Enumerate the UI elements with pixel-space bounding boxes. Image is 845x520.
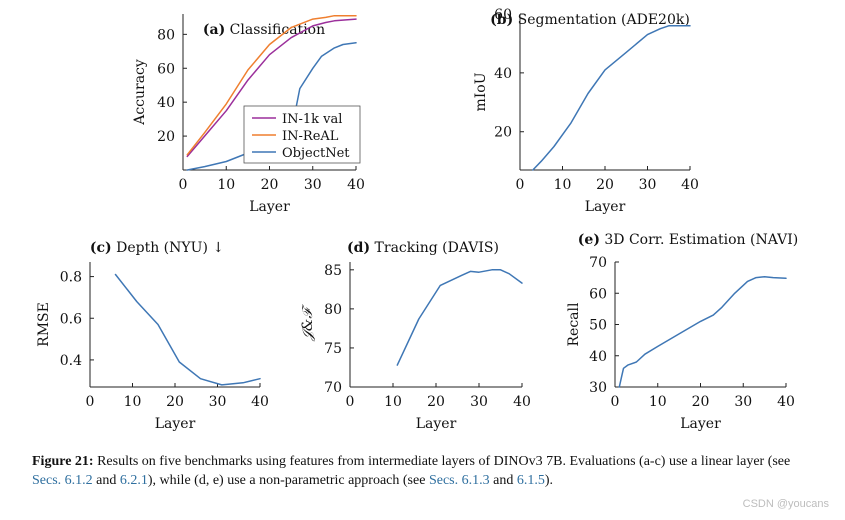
x-tick-label: 30 [304, 177, 322, 193]
y-tick-label: 20 [157, 129, 175, 145]
y-tick-label: 40 [494, 66, 512, 82]
x-axis-label: Layer [585, 199, 626, 215]
x-axis-label: Layer [249, 199, 290, 215]
x-tick-label: 20 [261, 177, 279, 193]
panel-title-text: Depth (NYU) ↓ [112, 240, 224, 256]
panel-title: (e) 3D Corr. Estimation (NAVI) [578, 232, 798, 248]
x-tick-label: 0 [86, 394, 95, 410]
panel-title-text: Segmentation (ADE20k) [513, 12, 690, 28]
x-tick-label: 0 [179, 177, 188, 193]
watermark: CSDN @youcans [742, 498, 829, 510]
panel-title: (b) Segmentation (ADE20k) [490, 12, 690, 28]
caption-ref-link[interactable]: Secs. 6.1.3 [428, 473, 490, 488]
caption-text: and [92, 473, 120, 488]
panel-label: (c) [90, 240, 112, 256]
panel-title-text: Tracking (DAVIS) [370, 240, 499, 256]
panel-title: (c) Depth (NYU) ↓ [90, 240, 224, 256]
panel-label: (e) [578, 232, 600, 248]
y-tick-label: 75 [324, 341, 342, 357]
panel-a-classification: (a) Classification 0 10 20 30 40 20 40 60 80 Layer… [132, 14, 365, 215]
y-axis-label: mIoU [473, 72, 489, 111]
x-tick-label: 20 [692, 394, 710, 410]
y-tick-label: 60 [589, 286, 607, 302]
legend-label: ObjectNet [282, 146, 350, 161]
y-axis-label: 𝒥&ℱ [300, 304, 316, 342]
x-tick-label: 10 [649, 394, 667, 410]
figure-caption: Figure 21: Results on five benchmarks us… [32, 452, 822, 490]
caption-ref-link[interactable]: Secs. 6.1.2 [32, 473, 93, 488]
y-tick-label: 40 [157, 95, 175, 111]
panel-title: (a) Classification [203, 22, 325, 38]
y-tick-label: 70 [589, 255, 607, 271]
x-tick-label: 20 [427, 394, 445, 410]
caption-text: ). [544, 473, 553, 488]
x-tick-label: 0 [611, 394, 620, 410]
series-line [114, 273, 261, 386]
caption-text: ), while (d, e) use a non-parametric app… [147, 473, 429, 488]
figure: (a) Classification 0 10 20 30 40 20 40 60 80 Layer… [36, 7, 798, 432]
panel-title-text: 3D Corr. Estimation (NAVI) [600, 232, 798, 248]
x-tick-label: 40 [681, 177, 699, 193]
x-tick-label: 10 [124, 394, 142, 410]
y-tick-label: 50 [589, 318, 607, 334]
caption-text: Results on five benchmarks using feature… [93, 454, 791, 469]
x-tick-label: 10 [217, 177, 235, 193]
x-tick-label: 10 [384, 394, 402, 410]
x-tick-label: 30 [209, 394, 227, 410]
y-tick-label: 60 [494, 7, 512, 23]
series-line [186, 18, 357, 158]
y-tick-label: 0.4 [60, 353, 82, 369]
legend-label: IN-1k val [282, 112, 342, 127]
panel-b-segmentation: (b) Segmentation (ADE20k) 0 10 20 30 40 20 40 60… [473, 7, 699, 215]
y-tick-label: 60 [157, 61, 175, 77]
x-tick-label: 10 [554, 177, 572, 193]
x-tick-label: 40 [251, 394, 269, 410]
y-tick-label: 70 [324, 380, 342, 396]
y-tick-label: 0.6 [60, 311, 82, 327]
x-tick-label: 20 [596, 177, 614, 193]
caption-text: and [489, 473, 517, 488]
panel-c-depth: (c) Depth (NYU) ↓ 0 10 20 30 40 0.4 0.6 0.8 Layer… [36, 240, 269, 432]
x-tick-label: 30 [639, 177, 657, 193]
series-line [186, 14, 357, 156]
x-axis-label: Layer [155, 416, 196, 432]
x-tick-label: 40 [777, 394, 795, 410]
panel-title: (d) Tracking (DAVIS) [347, 240, 499, 256]
caption-ref-link[interactable]: 6.1.5 [516, 473, 545, 488]
x-axis-label: Layer [680, 416, 721, 432]
legend-label: IN-ReAL [282, 129, 339, 144]
y-tick-label: 80 [324, 302, 342, 318]
x-tick-label: 0 [346, 394, 355, 410]
caption-ref-link[interactable]: 6.2.1 [119, 473, 148, 488]
y-axis-label: Recall [566, 302, 582, 346]
y-tick-label: 80 [157, 27, 175, 43]
x-tick-label: 0 [516, 177, 525, 193]
x-tick-label: 20 [166, 394, 184, 410]
series-line [396, 269, 523, 366]
x-tick-label: 30 [470, 394, 488, 410]
x-tick-label: 30 [734, 394, 752, 410]
y-tick-label: 85 [324, 263, 342, 279]
caption-lead: Figure 21: [32, 454, 94, 469]
panel-label: (a) [203, 22, 225, 38]
series-line [532, 25, 691, 171]
x-tick-label: 40 [513, 394, 531, 410]
panel-d-tracking: (d) Tracking (DAVIS) 0 10 20 30 40 70 75 80 85 Lay… [300, 240, 531, 432]
y-tick-label: 40 [589, 349, 607, 365]
panel-e-3d-correspondence: (e) 3D Corr. Estimation (NAVI) 0 10 20 30 40 3… [566, 232, 798, 432]
y-tick-label: 0.8 [60, 270, 82, 286]
series-line [618, 275, 787, 388]
panel-title-text: Classification [225, 22, 325, 38]
y-axis-label: RMSE [36, 302, 52, 347]
y-tick-label: 30 [589, 380, 607, 396]
panel-label: (b) [490, 12, 513, 28]
x-axis-label: Layer [416, 416, 457, 432]
panel-label: (d) [347, 240, 370, 256]
x-tick-label: 40 [347, 177, 365, 193]
y-tick-label: 20 [494, 125, 512, 141]
y-axis-label: Accuracy [132, 59, 148, 126]
